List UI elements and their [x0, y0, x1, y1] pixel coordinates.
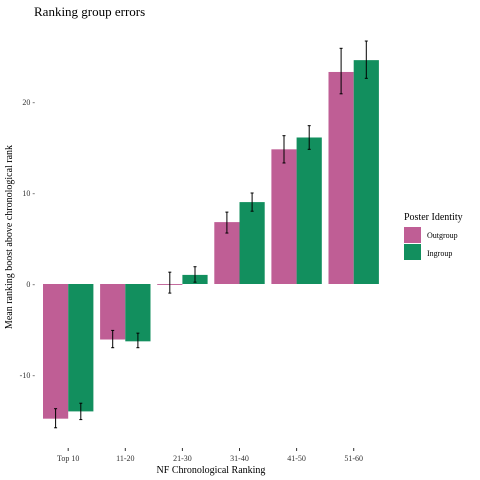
errorbar-ingroup-3: [250, 192, 254, 212]
x-tick-label: 41-50: [287, 454, 306, 463]
bars-layer: [43, 60, 379, 419]
chart-title: Ranking group errors: [34, 4, 145, 19]
x-tick-label: 21-30: [173, 454, 192, 463]
errorbar-outgroup-1: [111, 329, 115, 349]
errorbar-ingroup-1: [136, 332, 140, 349]
y-tick-label: -10 -: [20, 371, 36, 380]
errorbars-layer: [54, 40, 368, 429]
y-tick-label: 0 -: [26, 280, 35, 289]
errorbar-outgroup-2: [168, 271, 172, 294]
legend-label-ingroup: Ingroup: [427, 249, 452, 258]
bar-ingroup-1: [125, 284, 151, 342]
x-tick-label: Top 10: [57, 454, 79, 463]
errorbar-ingroup-0: [79, 402, 83, 421]
bar-ingroup-4: [296, 137, 322, 284]
errorbar-outgroup-0: [54, 408, 58, 429]
errorbar-outgroup-4: [282, 135, 286, 164]
bar-outgroup-4: [271, 149, 297, 284]
legend-label-outgroup: Outgroup: [427, 231, 458, 240]
legend: Poster Identity Outgroup Ingroup: [404, 212, 463, 260]
bar-outgroup-0: [43, 284, 69, 419]
bar-ingroup-3: [239, 202, 265, 284]
errorbar-ingroup-4: [307, 125, 311, 150]
errorbar-outgroup-5: [339, 47, 343, 95]
x-axis-title: NF Chronological Ranking: [157, 465, 266, 476]
x-tick-label: 31-40: [230, 454, 249, 463]
errorbar-ingroup-2: [193, 266, 197, 283]
y-tick-label: 20 -: [22, 98, 35, 107]
x-tick-label: 11-20: [116, 454, 134, 463]
legend-swatch-ingroup: [404, 244, 421, 260]
legend-swatch-outgroup: [404, 227, 421, 243]
errorbar-outgroup-3: [225, 211, 229, 234]
x-tick-label: 51-60: [344, 454, 363, 463]
errorbar-ingroup-5: [364, 40, 368, 79]
y-tick-label: 10 -: [22, 189, 35, 198]
y-axis-title: Mean ranking boost above chronological r…: [4, 145, 15, 329]
bar-ingroup-5: [353, 60, 379, 284]
bar-ingroup-0: [68, 284, 94, 412]
legend-title: Poster Identity: [404, 212, 463, 223]
axes-layer: -10 - 0 - 10 - 20 - Top 10 11-20 21-30 31-40 41-…: [20, 98, 363, 463]
bar-outgroup-5: [328, 71, 354, 284]
